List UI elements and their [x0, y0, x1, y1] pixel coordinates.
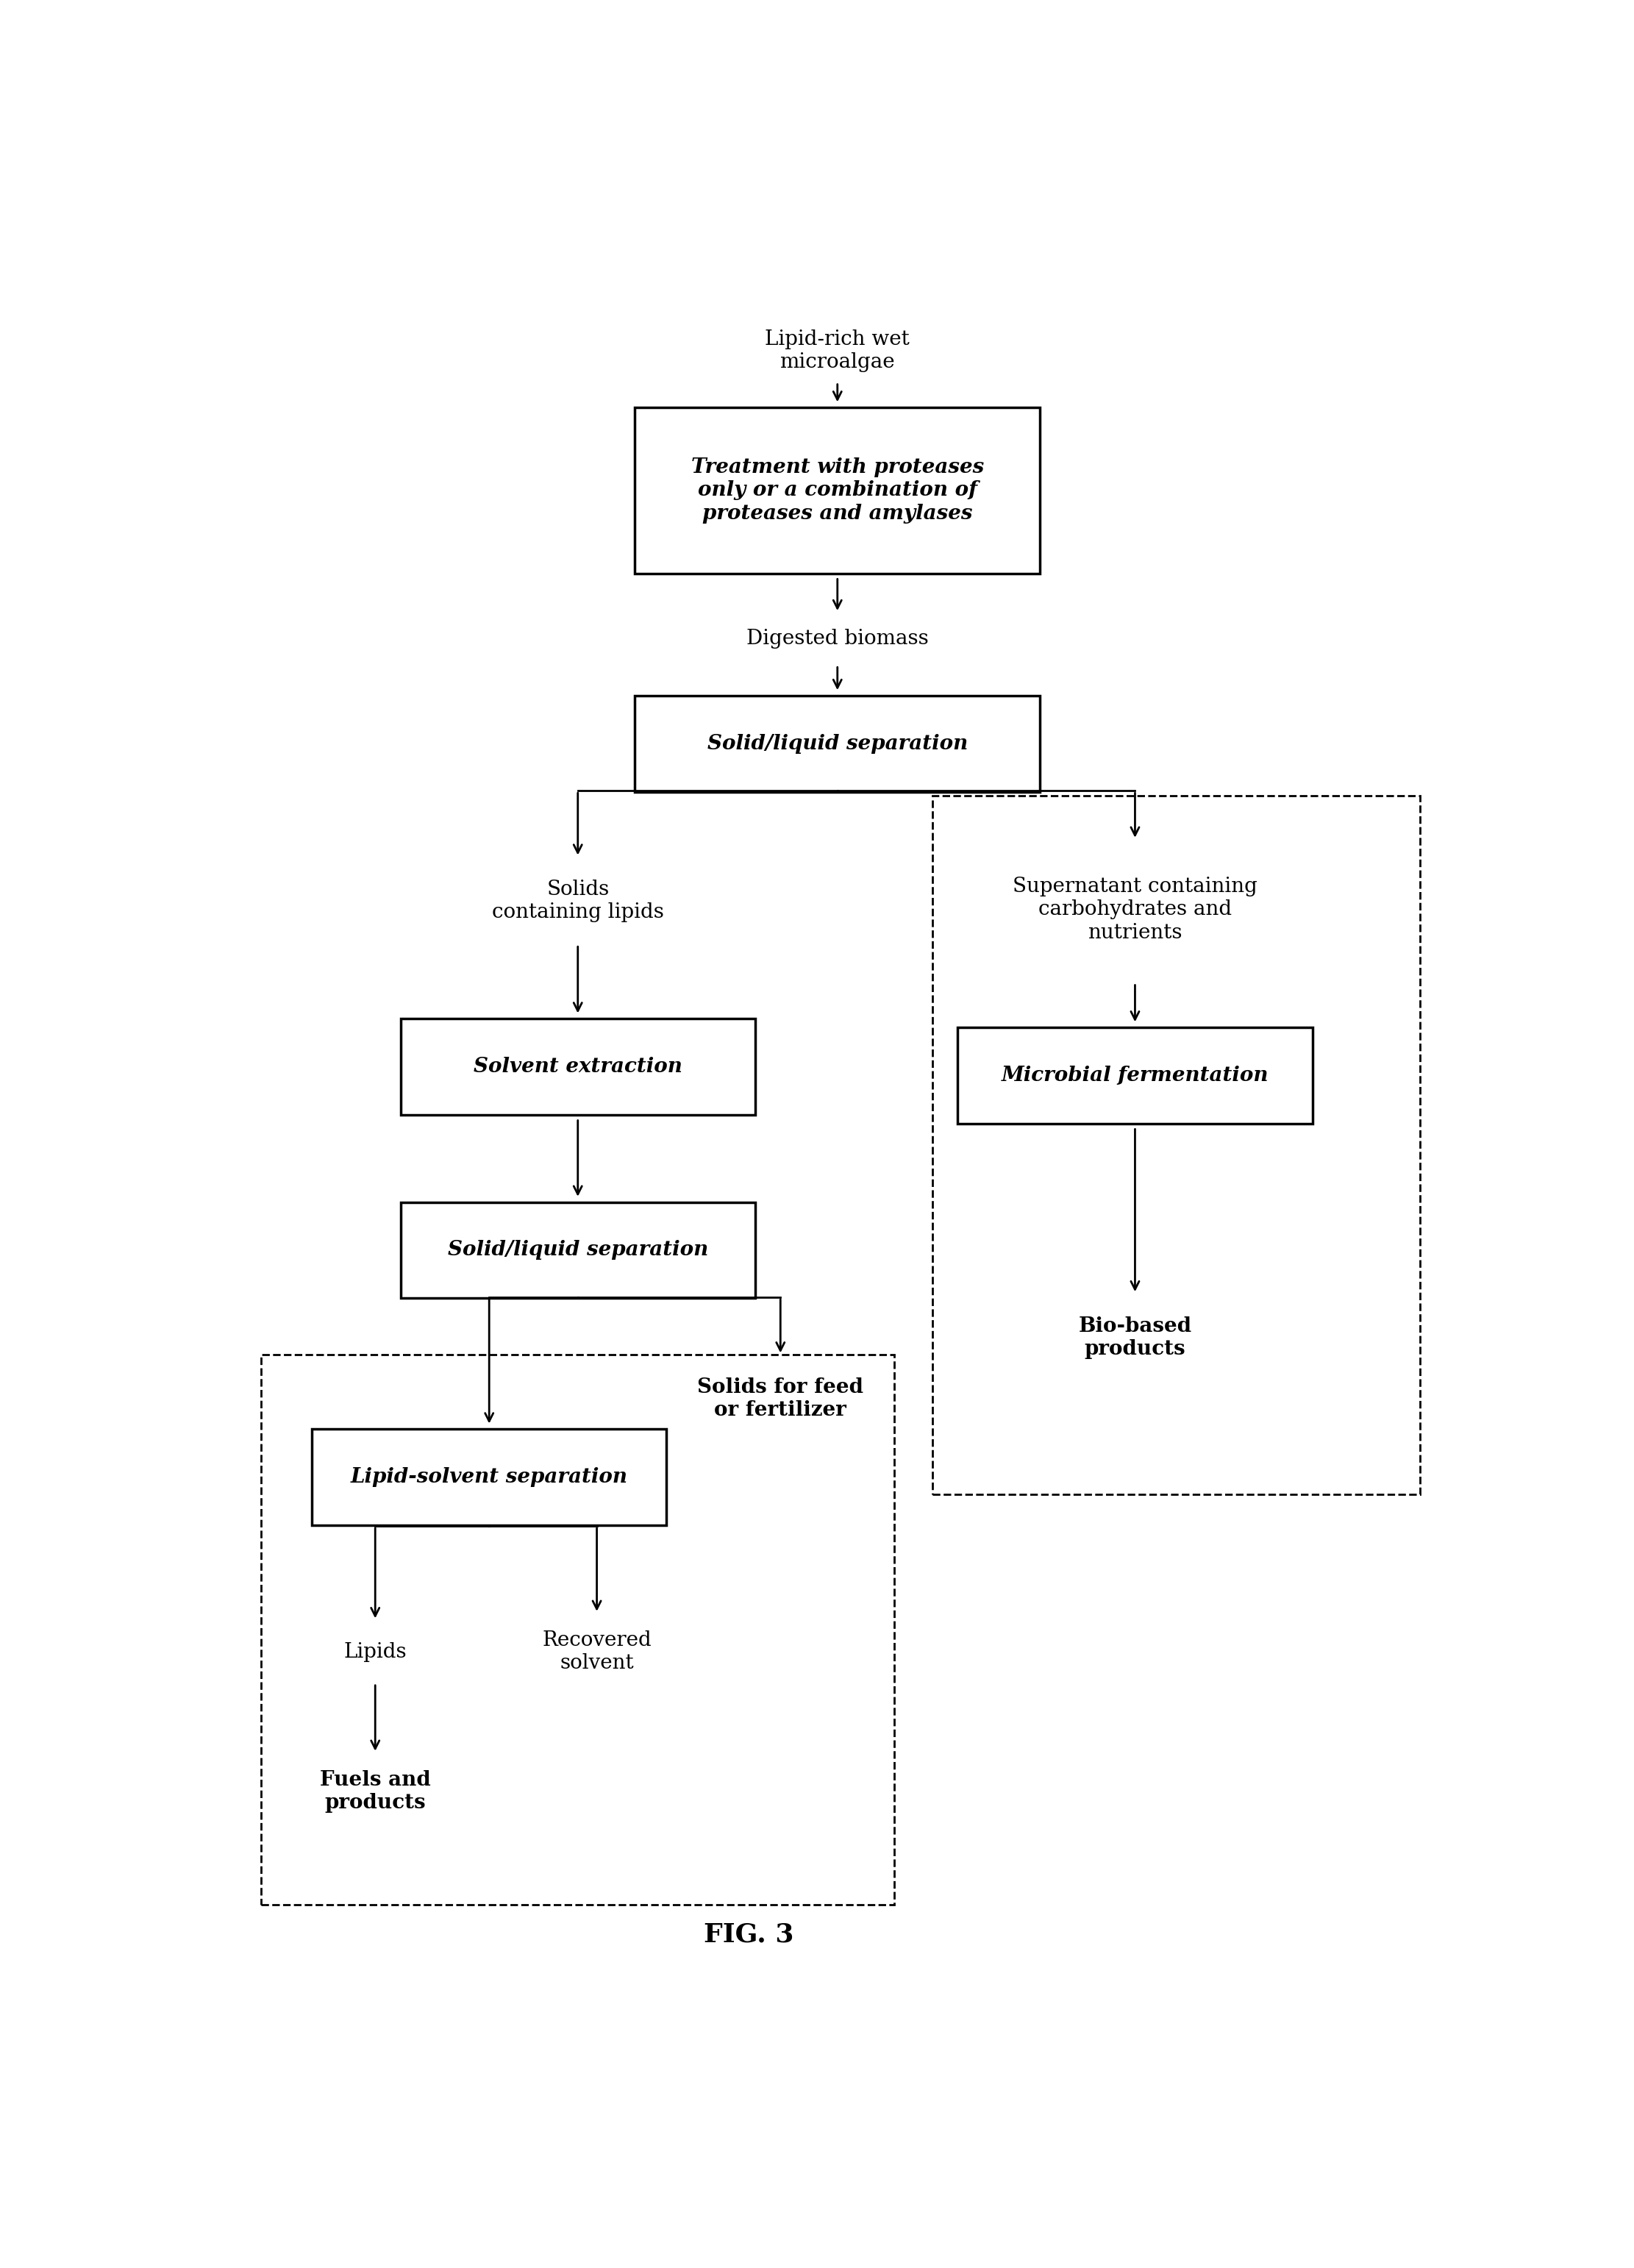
Text: Solvent extraction: Solvent extraction: [474, 1057, 683, 1077]
Text: Recovered
solvent: Recovered solvent: [542, 1631, 652, 1674]
Text: Solid/liquid separation: Solid/liquid separation: [708, 735, 967, 753]
FancyBboxPatch shape: [312, 1429, 667, 1524]
Text: Fuels and
products: Fuels and products: [320, 1769, 431, 1812]
Text: Microbial fermentation: Microbial fermentation: [1002, 1066, 1268, 1086]
Text: Treatment with proteases
only or a combination of
proteases and amylases: Treatment with proteases only or a combi…: [691, 458, 984, 524]
Text: Supernatant containing
carbohydrates and
nutrients: Supernatant containing carbohydrates and…: [1013, 878, 1258, 943]
Text: Solids
containing lipids: Solids containing lipids: [492, 880, 663, 923]
Bar: [261, 1354, 894, 1905]
FancyBboxPatch shape: [634, 696, 1039, 792]
FancyBboxPatch shape: [634, 408, 1039, 574]
Text: Lipid-rich wet
microalgae: Lipid-rich wet microalgae: [765, 329, 910, 372]
Text: Lipids: Lipids: [343, 1642, 407, 1662]
Text: FIG. 3: FIG. 3: [704, 1923, 794, 1948]
Text: Digested biomass: Digested biomass: [747, 628, 928, 649]
Text: Solid/liquid separation: Solid/liquid separation: [448, 1241, 708, 1261]
Text: Lipid-solvent separation: Lipid-solvent separation: [351, 1467, 627, 1488]
Text: Solids for feed
or fertilizer: Solids for feed or fertilizer: [698, 1377, 863, 1420]
Text: Bio-based
products: Bio-based products: [1078, 1315, 1191, 1359]
FancyBboxPatch shape: [400, 1202, 755, 1297]
FancyBboxPatch shape: [958, 1027, 1312, 1123]
FancyBboxPatch shape: [400, 1018, 755, 1116]
Bar: [933, 796, 1420, 1495]
